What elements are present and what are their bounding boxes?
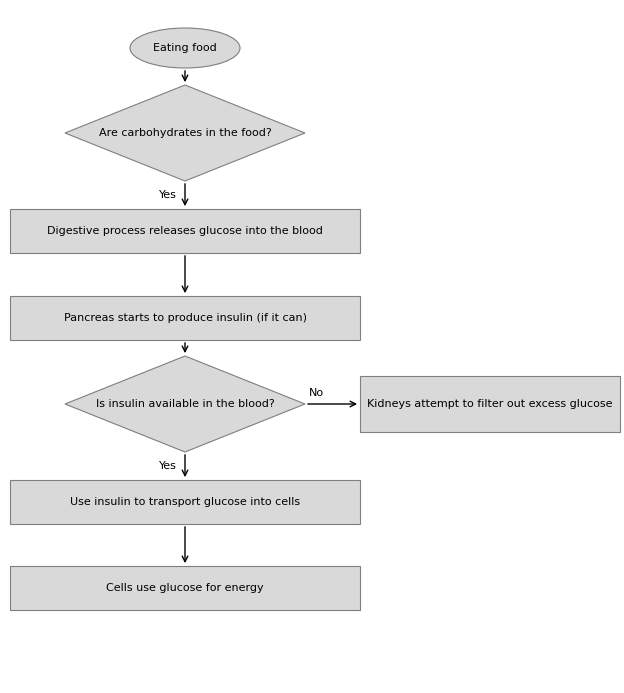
Text: Pancreas starts to produce insulin (if it can): Pancreas starts to produce insulin (if i… [64, 313, 306, 323]
Text: Yes: Yes [159, 461, 177, 471]
Text: Kidneys attempt to filter out excess glucose: Kidneys attempt to filter out excess glu… [368, 399, 613, 409]
Polygon shape [65, 356, 305, 452]
Text: Yes: Yes [159, 190, 177, 200]
Polygon shape [65, 85, 305, 181]
Ellipse shape [130, 28, 240, 68]
Text: Eating food: Eating food [153, 43, 217, 53]
FancyBboxPatch shape [10, 566, 360, 610]
Text: Use insulin to transport glucose into cells: Use insulin to transport glucose into ce… [70, 497, 300, 507]
Text: Is insulin available in the blood?: Is insulin available in the blood? [95, 399, 275, 409]
Text: Cells use glucose for energy: Cells use glucose for energy [106, 583, 264, 593]
Text: No: No [309, 388, 324, 398]
FancyBboxPatch shape [10, 296, 360, 340]
FancyBboxPatch shape [10, 480, 360, 524]
Text: Are carbohydrates in the food?: Are carbohydrates in the food? [99, 128, 271, 138]
FancyBboxPatch shape [360, 376, 620, 432]
FancyBboxPatch shape [10, 209, 360, 253]
Text: Digestive process releases glucose into the blood: Digestive process releases glucose into … [47, 226, 323, 236]
